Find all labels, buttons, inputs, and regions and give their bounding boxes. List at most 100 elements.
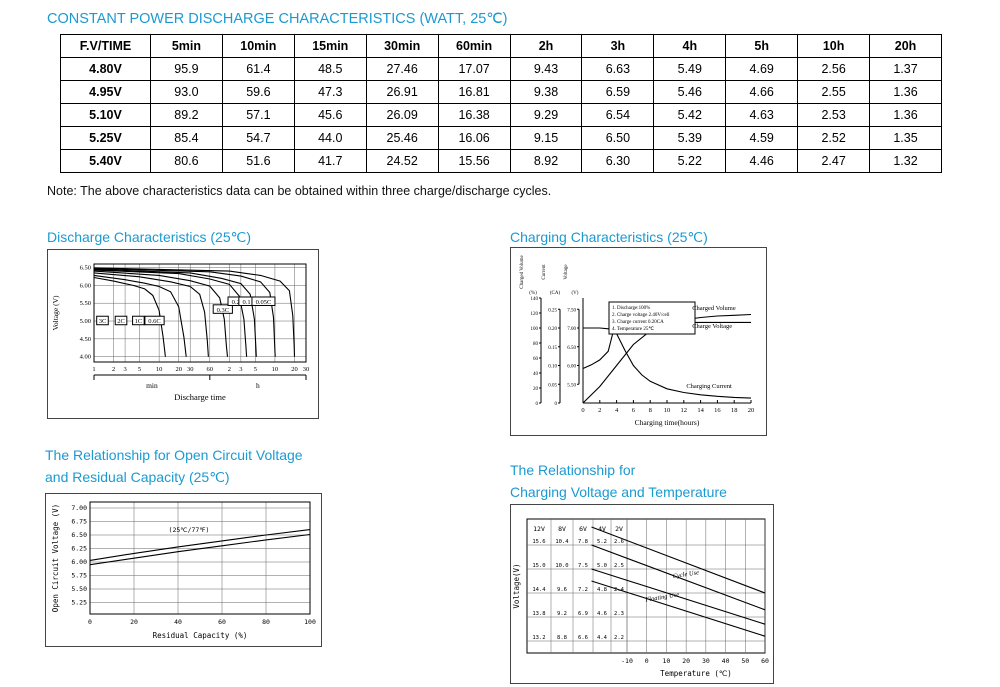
column-header: 6V [579, 525, 587, 533]
table-cell: 1.37 [869, 57, 942, 81]
x-tick-label: 0 [581, 407, 584, 414]
y-tick-label: 2.5 [614, 563, 624, 569]
y-tick-label: 2.6 [614, 539, 624, 545]
x-tick-label: 60 [761, 657, 769, 665]
table-cell: 4.59 [725, 126, 799, 150]
plot-border [89, 501, 311, 615]
table-cell: 2.56 [797, 57, 871, 81]
plot-border [93, 263, 307, 363]
rate-label-box [144, 315, 165, 326]
x-tick-label: 2 [228, 366, 231, 373]
discharge-chart-svg: 1 2 3 5 10 20 30 60 2 3 5 10 20 30 6.50 6.00 5.50 5.00 4.5… [51, 263, 310, 402]
table-cell: 59.6 [221, 80, 295, 104]
y-tick-label: 5.50 [71, 585, 87, 593]
y-tick-label: 14.4 [532, 587, 546, 593]
x-tick-label: 20 [130, 618, 138, 626]
table-cell: 2.55 [797, 80, 871, 104]
rate-label-box [212, 304, 233, 314]
y-tick-label: 4.50 [80, 336, 91, 343]
y-tick-label: 13.2 [532, 635, 545, 641]
charging-chart-svg: 0 2 4 6 8 10 12 14 16 18 20 0 20 40 60 80 100 120 140 0 0.05… [520, 254, 755, 427]
table-row: 5.25V 85.4 54.7 44.0 25.46 16.06 9.15 6.50 5.39 4… [60, 126, 942, 150]
y-tick-label: 6.9 [578, 611, 588, 617]
y-tick-label: 15.6 [532, 539, 545, 545]
x-axis-title: Discharge time [174, 392, 226, 402]
table-header-cell: 60min [437, 34, 511, 58]
x-tick-label: 30 [303, 366, 310, 373]
table-cell: 25.46 [365, 126, 439, 150]
y-tick-label: 6.00 [71, 558, 87, 566]
table-cell: 89.2 [150, 103, 223, 127]
y-axis-unit: (%) [529, 291, 537, 296]
table-cell: 17.07 [437, 57, 511, 81]
table-cell: 41.7 [293, 149, 367, 173]
x-tick-label: 3 [123, 366, 126, 373]
x-tick-label: 2 [112, 366, 115, 373]
x-tick-label: 20 [175, 366, 182, 373]
y-axis-title: Voltage [564, 264, 569, 280]
table-cell: 5.49 [653, 57, 727, 81]
table-cell: 1.35 [869, 126, 942, 150]
rate-label: 2C [117, 318, 125, 325]
x-tick-label: 3 [239, 366, 242, 373]
discharge-curve [93, 276, 166, 357]
y-axis-title: Open Circuit Voltage (V) [51, 504, 60, 612]
ocv-line [89, 533, 311, 566]
x-tick-label: 8 [649, 407, 652, 414]
curve-label: Charged Volume [692, 305, 736, 312]
x-tick-label: 30 [187, 366, 194, 373]
y-tick-label: 0.15 [548, 346, 557, 351]
ocv-line [89, 529, 311, 561]
table-cell: 61.4 [221, 57, 295, 81]
y-axis-unit: (CA) [550, 291, 561, 296]
y-axis-unit: (V) [572, 291, 579, 296]
power-table: F.V/TIME 5min 10min 15min 30min 60min 2h 3h 4h 5h… [60, 34, 942, 173]
table-cell: 27.46 [365, 57, 439, 81]
table-header-cell: 4h [653, 34, 727, 58]
x-tick-label: 6 [632, 407, 636, 414]
table-header-cell: 10h [797, 34, 871, 58]
charge-temp-section-heading: The Relationship for Charging Voltage an… [510, 459, 727, 503]
y-tick-label: 5.75 [71, 572, 87, 580]
table-cell: 5.39 [653, 126, 727, 150]
table-note: Note: The above characteristics data can… [47, 184, 552, 198]
x-tick-label: 14 [697, 407, 704, 414]
x-tick-label: 10 [272, 366, 279, 373]
y-tick-label: 7.2 [578, 587, 588, 593]
y-tick-label: 6.75 [71, 518, 87, 526]
table-header-cell: 15min [293, 34, 367, 58]
x-tick-label: 20 [748, 407, 755, 414]
table-row: 4.95V 93.0 59.6 47.3 26.91 16.81 9.38 6.59 5.46 4… [60, 80, 942, 104]
condition-note: 1. Discharge:100% [612, 306, 650, 311]
condition-note: 3. Charge current 0.20CA [612, 320, 664, 325]
power-table-body: F.V/TIME 5min 10min 15min 30min 60min 2h 3h 4h 5h… [60, 34, 942, 173]
table-cell: 6.63 [581, 57, 655, 81]
condition-note: 2. Charge voltage 2.40V/cell [612, 313, 670, 318]
table-header-cell: 10min [221, 34, 295, 58]
curve-label: Charging Current [686, 383, 732, 390]
table-cell: 15.56 [437, 149, 511, 173]
y-tick-label: 10.0 [555, 563, 568, 569]
row-header-cell: 5.40V [60, 149, 151, 173]
rate-label: 0.6C [148, 318, 160, 325]
table-cell: 45.6 [293, 103, 367, 127]
y-tick-label: 120 [531, 312, 539, 317]
y-tick-label: 13.8 [532, 611, 545, 617]
discharge-curve [93, 267, 296, 357]
y-tick-label: 4.6 [597, 611, 607, 617]
x-tick-label: 60 [207, 366, 214, 373]
x-axis-title: Charging time(hours) [635, 418, 700, 427]
discharge-curve [93, 270, 229, 357]
y-tick-label: 7.5 [578, 563, 588, 569]
table-cell: 9.38 [509, 80, 583, 104]
y-tick-label: 9.6 [557, 587, 567, 593]
x-tick-label: 40 [722, 657, 730, 665]
table-header-cell: 5min [150, 34, 223, 58]
table-cell: 4.66 [725, 80, 799, 104]
table-cell: 95.9 [150, 57, 223, 81]
x-tick-label: 1 [92, 366, 95, 373]
conditions-box [608, 301, 696, 335]
ocv-heading-line1: The Relationship for Open Circuit Voltag… [45, 447, 303, 463]
table-cell: 9.43 [509, 57, 583, 81]
